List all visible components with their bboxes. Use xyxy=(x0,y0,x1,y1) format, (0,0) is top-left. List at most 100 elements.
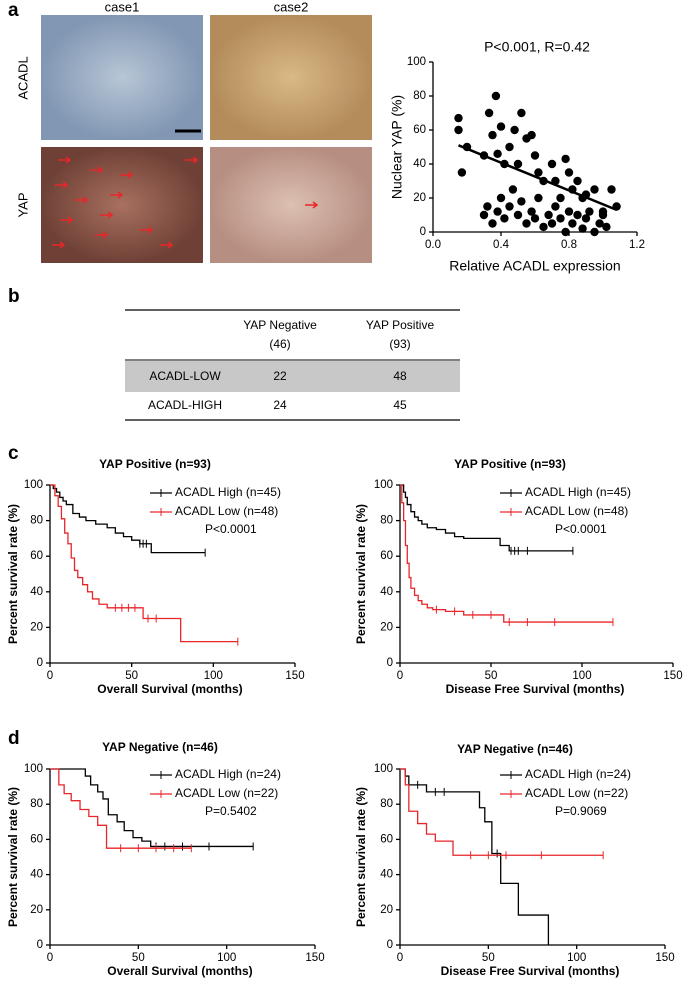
point xyxy=(484,108,494,118)
point xyxy=(568,219,577,228)
x-axis-label: Disease Free Survival (months) xyxy=(446,682,625,696)
point xyxy=(527,207,536,216)
micrograph xyxy=(41,15,203,140)
point xyxy=(483,202,492,211)
x-tick-label: 50 xyxy=(485,670,498,682)
panel-label: b xyxy=(8,286,20,307)
chart-title: YAP Negative (n=46) xyxy=(102,740,218,754)
y-tick-label: 40 xyxy=(380,869,393,881)
point xyxy=(544,210,553,220)
point xyxy=(607,185,616,194)
survival-curve xyxy=(50,768,254,848)
image-row-label: ACADL xyxy=(15,56,30,99)
point xyxy=(493,149,502,158)
point xyxy=(564,207,574,216)
y-tick-label: 60 xyxy=(380,550,393,562)
y-tick-label: 0 xyxy=(37,939,43,951)
table-cell: 45 xyxy=(393,398,407,412)
legend-label: ACADL Low (n=22) xyxy=(525,786,628,800)
point xyxy=(556,193,565,203)
y-tick-label: 100 xyxy=(374,479,393,491)
point xyxy=(508,185,518,194)
point xyxy=(522,219,531,228)
point xyxy=(496,122,506,131)
survival-curve xyxy=(400,768,604,856)
y-axis-label: Percent survival rate (%) xyxy=(6,504,20,644)
point xyxy=(454,125,463,135)
y-tick-label: 100 xyxy=(24,479,43,491)
y-tick-label: 80 xyxy=(413,90,426,102)
y-tick-label: 20 xyxy=(380,621,393,633)
point xyxy=(556,214,565,223)
point xyxy=(539,222,548,232)
x-axis-label: Disease Free Survival (months) xyxy=(441,964,620,978)
x-axis-label: Relative ACADL expression xyxy=(449,258,620,274)
legend-label: ACADL High (n=45) xyxy=(525,485,631,499)
legend-label: ACADL Low (n=22) xyxy=(175,786,278,800)
point xyxy=(581,214,591,223)
point xyxy=(551,202,560,211)
chart-title: P<0.001, R=0.42 xyxy=(484,39,590,55)
survival-curve xyxy=(50,484,206,554)
point xyxy=(534,193,543,203)
point xyxy=(513,210,523,220)
y-tick-label: 20 xyxy=(380,904,393,916)
point xyxy=(505,202,514,211)
annotation: P<0.0001 xyxy=(555,522,607,536)
point xyxy=(488,219,497,228)
point xyxy=(493,207,502,216)
y-tick-label: 80 xyxy=(30,515,43,527)
table-header: YAP Positive xyxy=(366,318,435,332)
point xyxy=(595,219,604,228)
point xyxy=(517,197,526,206)
y-tick-label: 20 xyxy=(413,192,426,204)
x-tick-label: 0 xyxy=(47,670,53,682)
table-cell: ACADL-HIGH xyxy=(148,398,222,412)
y-axis-label: Percent survival rate (%) xyxy=(6,787,20,927)
survival-curve xyxy=(400,768,550,945)
x-tick-label: 100 xyxy=(204,670,223,682)
y-tick-label: 100 xyxy=(24,763,43,775)
legend-label: ACADL Low (n=48) xyxy=(175,504,278,518)
table-cell: 22 xyxy=(273,369,287,383)
legend-label: ACADL Low (n=48) xyxy=(525,504,628,518)
point xyxy=(590,227,599,237)
point xyxy=(530,151,540,160)
table-cell: 24 xyxy=(273,398,287,412)
table-header: (93) xyxy=(389,337,410,351)
point xyxy=(561,154,570,164)
point xyxy=(573,176,582,186)
y-axis-label: Nuclear YAP (%) xyxy=(389,95,405,199)
point xyxy=(585,207,594,216)
x-tick-label: 0 xyxy=(397,952,403,964)
x-tick-label: 100 xyxy=(567,952,586,964)
image-column-label: case1 xyxy=(105,0,140,14)
y-tick-label: 20 xyxy=(30,621,43,633)
point xyxy=(510,125,519,135)
legend-label: ACADL High (n=24) xyxy=(525,767,631,781)
x-tick-label: 50 xyxy=(132,952,145,964)
point xyxy=(530,214,540,223)
y-tick-label: 40 xyxy=(30,869,43,881)
x-tick-label: 0.4 xyxy=(493,239,510,251)
x-tick-label: 150 xyxy=(655,952,674,964)
y-tick-label: 0 xyxy=(387,939,393,951)
table-header: YAP Negative xyxy=(243,318,317,332)
x-tick-label: 50 xyxy=(125,670,138,682)
survival-curve xyxy=(400,484,573,552)
x-tick-label: 50 xyxy=(482,952,495,964)
table-cell: ACADL-LOW xyxy=(149,369,221,383)
x-axis-label: Overall Survival (months) xyxy=(97,682,242,696)
x-tick-label: 0 xyxy=(397,670,403,682)
point xyxy=(561,227,570,237)
point xyxy=(513,159,523,169)
y-tick-label: 40 xyxy=(413,158,426,170)
chart-title: YAP Negative (n=46) xyxy=(457,742,573,756)
panel-label: a xyxy=(8,0,19,21)
point xyxy=(457,168,467,177)
y-tick-label: 60 xyxy=(380,833,393,845)
x-tick-label: 0 xyxy=(47,952,53,964)
y-axis-label: Percent survival rate (%) xyxy=(354,787,368,927)
point xyxy=(547,219,557,228)
